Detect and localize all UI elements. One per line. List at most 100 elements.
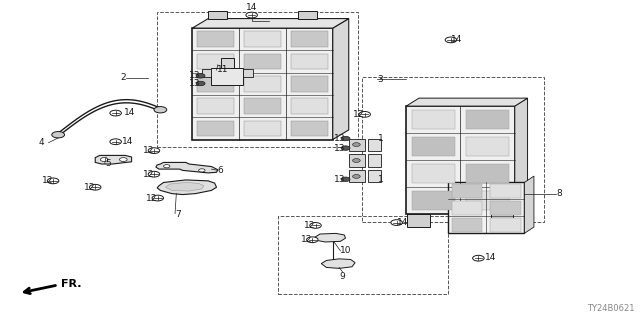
Text: 1: 1 [378, 134, 383, 143]
Text: 7: 7 [175, 210, 180, 219]
Circle shape [341, 136, 350, 141]
Bar [368, 155, 381, 166]
Circle shape [110, 110, 122, 116]
Bar [243, 69, 253, 77]
Bar [192, 28, 333, 140]
Circle shape [307, 237, 318, 243]
Text: 1: 1 [378, 175, 383, 184]
Text: 12: 12 [146, 194, 157, 203]
Circle shape [90, 184, 101, 190]
Text: 11: 11 [216, 65, 228, 74]
Text: 10: 10 [340, 246, 352, 255]
Polygon shape [95, 156, 132, 164]
Bar [278, 216, 448, 294]
Bar [349, 139, 365, 151]
Bar [490, 214, 513, 227]
Bar [466, 137, 509, 156]
Circle shape [341, 177, 350, 181]
Circle shape [353, 159, 360, 163]
Circle shape [310, 223, 321, 228]
Bar [349, 170, 365, 182]
Circle shape [196, 74, 205, 78]
Circle shape [154, 107, 167, 113]
Circle shape [164, 165, 170, 168]
Circle shape [120, 158, 127, 162]
Polygon shape [156, 163, 218, 173]
Text: TY24B0621: TY24B0621 [587, 304, 634, 313]
Text: 3: 3 [378, 75, 383, 84]
Text: 13: 13 [189, 79, 200, 88]
Text: 14: 14 [451, 35, 462, 44]
Circle shape [472, 255, 484, 261]
Bar [362, 77, 543, 222]
Bar [157, 12, 358, 148]
Bar [208, 11, 227, 19]
Text: 12: 12 [42, 176, 53, 185]
Circle shape [152, 195, 164, 201]
Bar [291, 76, 328, 92]
Text: 5: 5 [105, 159, 111, 168]
Text: 14: 14 [484, 253, 496, 262]
Bar [368, 170, 381, 182]
Bar [197, 31, 234, 47]
Circle shape [148, 171, 160, 177]
Bar [452, 218, 482, 232]
Bar [490, 218, 520, 232]
Circle shape [341, 146, 350, 150]
Bar [291, 98, 328, 114]
Bar [349, 155, 365, 166]
Text: 8: 8 [556, 189, 562, 198]
Bar [452, 184, 482, 198]
Bar [202, 69, 211, 77]
Bar [244, 31, 281, 47]
Text: 12: 12 [301, 235, 312, 244]
Bar [466, 191, 509, 210]
Text: 12: 12 [143, 146, 154, 155]
Circle shape [391, 220, 403, 225]
Polygon shape [315, 233, 346, 242]
Polygon shape [321, 259, 355, 268]
Bar [291, 54, 328, 69]
Text: 14: 14 [246, 3, 257, 12]
Polygon shape [157, 180, 216, 195]
Text: FR.: FR. [61, 279, 82, 289]
Bar [412, 191, 455, 210]
Text: 9: 9 [339, 272, 345, 281]
Polygon shape [192, 19, 349, 28]
Circle shape [196, 81, 205, 86]
Text: 13: 13 [334, 175, 346, 184]
Bar [291, 31, 328, 47]
Polygon shape [515, 98, 527, 214]
Bar [448, 182, 524, 233]
Bar [197, 54, 234, 69]
Circle shape [359, 111, 371, 117]
Text: 13: 13 [334, 134, 346, 143]
Text: 14: 14 [124, 108, 135, 117]
Bar [244, 54, 281, 69]
Circle shape [246, 12, 257, 18]
Circle shape [100, 158, 108, 162]
Text: 12: 12 [143, 170, 154, 179]
Bar [412, 110, 455, 129]
Circle shape [52, 132, 65, 138]
Polygon shape [406, 98, 527, 106]
Bar [244, 76, 281, 92]
Bar [197, 98, 234, 114]
Bar [291, 121, 328, 136]
Bar [244, 98, 281, 114]
Text: 12: 12 [304, 221, 316, 230]
Circle shape [47, 178, 59, 184]
Circle shape [353, 174, 360, 178]
Bar [466, 164, 509, 183]
Text: 12: 12 [353, 109, 365, 118]
Polygon shape [333, 19, 349, 140]
Circle shape [353, 143, 360, 147]
Polygon shape [524, 176, 534, 233]
Bar [412, 164, 455, 183]
Bar [368, 139, 381, 151]
Bar [466, 110, 509, 129]
Bar [408, 214, 431, 227]
Bar [452, 201, 482, 215]
Text: 12: 12 [84, 183, 95, 192]
Bar [298, 11, 317, 19]
